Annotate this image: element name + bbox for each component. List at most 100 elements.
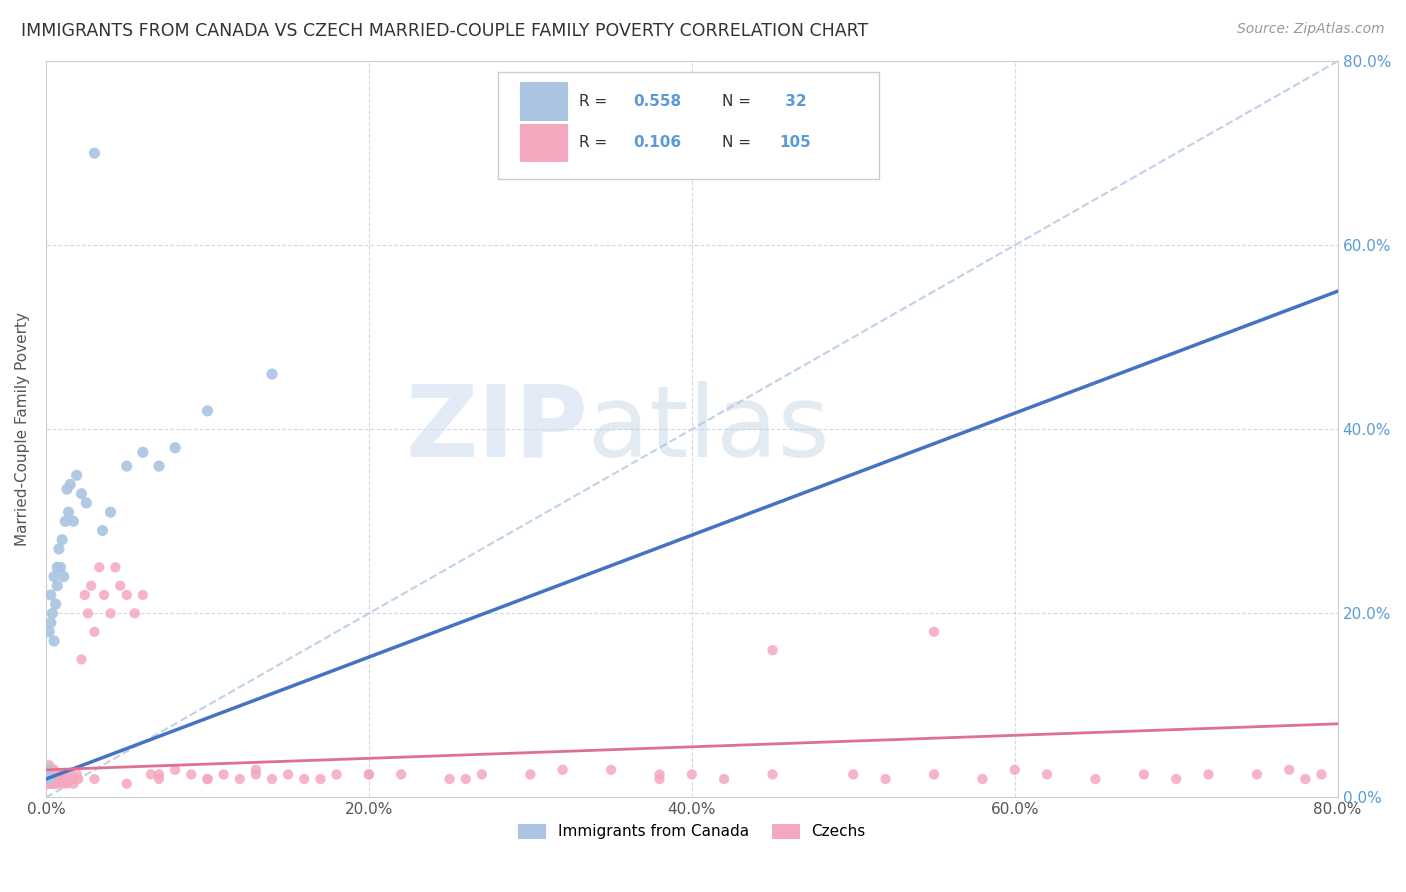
Point	[46, 777, 69, 791]
Point	[38, 624, 60, 639]
Point	[148, 459, 170, 474]
Point	[37, 763, 59, 777]
Point	[51, 777, 73, 791]
Point	[1246, 767, 1268, 781]
Point	[46, 560, 69, 574]
Point	[51, 533, 73, 547]
Point	[713, 772, 735, 786]
Point	[41, 777, 63, 791]
Point	[761, 767, 783, 781]
Point	[100, 607, 122, 621]
Point	[58, 505, 80, 519]
Point	[58, 772, 80, 786]
Point	[115, 459, 138, 474]
Point	[972, 772, 994, 786]
Point	[46, 579, 69, 593]
Point	[77, 607, 100, 621]
Text: N =: N =	[721, 95, 755, 109]
Point	[56, 777, 79, 791]
Point	[148, 767, 170, 781]
Point	[39, 615, 62, 630]
Point	[70, 486, 93, 500]
Point	[875, 772, 897, 786]
Point	[165, 763, 187, 777]
Point	[245, 763, 267, 777]
Point	[39, 588, 62, 602]
Point	[1166, 772, 1188, 786]
Point	[62, 514, 84, 528]
Point	[38, 758, 60, 772]
Point	[39, 763, 62, 777]
Point	[922, 767, 945, 781]
Text: atlas: atlas	[589, 381, 830, 478]
Point	[59, 477, 82, 491]
Text: IMMIGRANTS FROM CANADA VS CZECH MARRIED-COUPLE FAMILY POVERTY CORRELATION CHART: IMMIGRANTS FROM CANADA VS CZECH MARRIED-…	[21, 22, 869, 40]
Point	[49, 772, 72, 786]
Point	[41, 607, 63, 621]
Point	[761, 643, 783, 657]
Point	[389, 767, 412, 781]
Text: 32: 32	[780, 95, 806, 109]
Point	[52, 772, 75, 786]
Point	[93, 588, 115, 602]
Legend: Immigrants from Canada, Czechs: Immigrants from Canada, Czechs	[512, 818, 872, 845]
Point	[357, 767, 380, 781]
Point	[115, 777, 138, 791]
Point	[439, 772, 461, 786]
Text: N =: N =	[721, 136, 755, 151]
Point	[454, 772, 477, 786]
Text: R =: R =	[579, 136, 613, 151]
Point	[45, 772, 67, 786]
Point	[42, 767, 65, 781]
Point	[648, 767, 671, 781]
Point	[89, 560, 111, 574]
Point	[42, 763, 65, 777]
Point	[1278, 763, 1301, 777]
Point	[39, 777, 62, 791]
Point	[52, 569, 75, 583]
Point	[37, 763, 59, 777]
Point	[292, 772, 315, 786]
Point	[38, 767, 60, 781]
Point	[51, 767, 73, 781]
Y-axis label: Married-Couple Family Poverty: Married-Couple Family Poverty	[15, 312, 30, 546]
Point	[1198, 767, 1220, 781]
Point	[45, 777, 67, 791]
Point	[83, 624, 105, 639]
Point	[66, 468, 89, 483]
Point	[75, 496, 97, 510]
Point	[48, 541, 70, 556]
Point	[277, 767, 299, 781]
Point	[48, 767, 70, 781]
Point	[37, 767, 59, 781]
Point	[124, 607, 146, 621]
Point	[228, 772, 250, 786]
Point	[48, 772, 70, 786]
Point	[59, 767, 82, 781]
Text: Source: ZipAtlas.com: Source: ZipAtlas.com	[1237, 22, 1385, 37]
Point	[62, 777, 84, 791]
Point	[471, 767, 494, 781]
Point	[260, 367, 283, 381]
Point	[41, 772, 63, 786]
Point	[38, 763, 60, 777]
Point	[80, 579, 103, 593]
Point	[842, 767, 865, 781]
Point	[197, 404, 219, 418]
Point	[49, 767, 72, 781]
Point	[70, 652, 93, 666]
Point	[38, 777, 60, 791]
Point	[132, 445, 155, 459]
Point	[38, 772, 60, 786]
Point	[245, 767, 267, 781]
Point	[52, 767, 75, 781]
Point	[38, 772, 60, 786]
Point	[73, 588, 96, 602]
Point	[1004, 763, 1026, 777]
Point	[67, 772, 90, 786]
Point	[212, 767, 235, 781]
FancyBboxPatch shape	[498, 72, 879, 179]
Point	[1036, 767, 1059, 781]
Text: 0.106: 0.106	[634, 136, 682, 151]
Point	[551, 763, 574, 777]
